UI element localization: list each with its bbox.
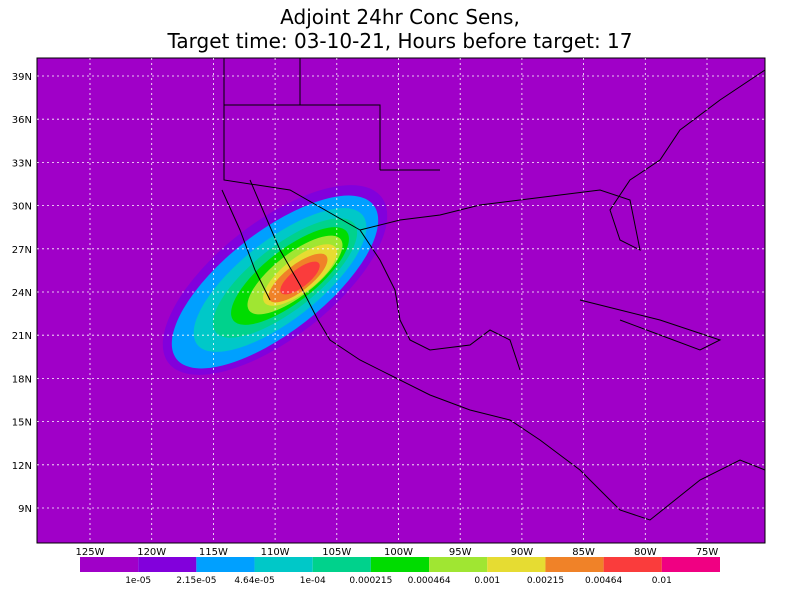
legend-swatch — [196, 557, 255, 572]
lat-label: 24N — [12, 288, 32, 299]
lon-label: 85W — [572, 547, 595, 558]
lat-label: 12N — [12, 461, 32, 472]
lon-label: 100W — [384, 547, 413, 558]
grid — [37, 58, 765, 543]
lat-label: 36N — [12, 115, 32, 126]
plume-contour — [280, 261, 320, 295]
legend-label: 1e-05 — [125, 576, 151, 586]
legend-swatch — [80, 557, 139, 572]
legend-swatch — [661, 557, 720, 572]
legend-label: 0.000464 — [408, 576, 451, 586]
lon-label: 75W — [696, 547, 719, 558]
lat-label: 27N — [12, 245, 32, 256]
lon-label: 95W — [449, 547, 472, 558]
lon-label: 125W — [76, 547, 105, 558]
legend-label: 2.15e-05 — [176, 576, 216, 586]
legend-swatch — [138, 557, 197, 572]
legend-label: 0.01 — [652, 576, 672, 586]
legend-label: 1e-04 — [300, 576, 326, 586]
legend-swatch — [545, 557, 604, 572]
plume — [162, 185, 388, 375]
lon-label: 115W — [199, 547, 228, 558]
lat-label: 30N — [12, 202, 32, 213]
title-line: Target time: 03-10-21, Hours before targ… — [166, 29, 632, 53]
legend-label: 4.64e-05 — [234, 576, 274, 586]
lat-label: 21N — [12, 331, 32, 342]
legend-swatch — [254, 557, 313, 572]
legend-swatch — [487, 557, 546, 572]
lat-label: 33N — [12, 158, 32, 169]
lon-label: 105W — [322, 547, 351, 558]
legend-label: 0.00464 — [585, 576, 622, 586]
lon-label: 90W — [511, 547, 534, 558]
coastlines — [221, 58, 766, 521]
lat-label: 15N — [12, 418, 32, 429]
legend-swatch — [603, 557, 662, 572]
legend-swatch — [370, 557, 430, 572]
lon-label: 110W — [261, 547, 290, 558]
lon-label: 80W — [634, 547, 657, 558]
map-area — [36, 57, 766, 544]
lat-label: 39N — [12, 72, 32, 83]
lat-label: 18N — [12, 374, 32, 385]
legend-label: 0.00215 — [527, 576, 564, 586]
legend-label: 0.000215 — [349, 576, 392, 586]
legend-swatch — [429, 557, 488, 572]
lat-label: 9N — [18, 504, 32, 515]
legend-label: 0.001 — [474, 576, 500, 586]
legend-swatch — [312, 557, 371, 572]
lon-label: 120W — [137, 547, 166, 558]
title-line: Adjoint 24hr Conc Sens, — [280, 5, 520, 29]
